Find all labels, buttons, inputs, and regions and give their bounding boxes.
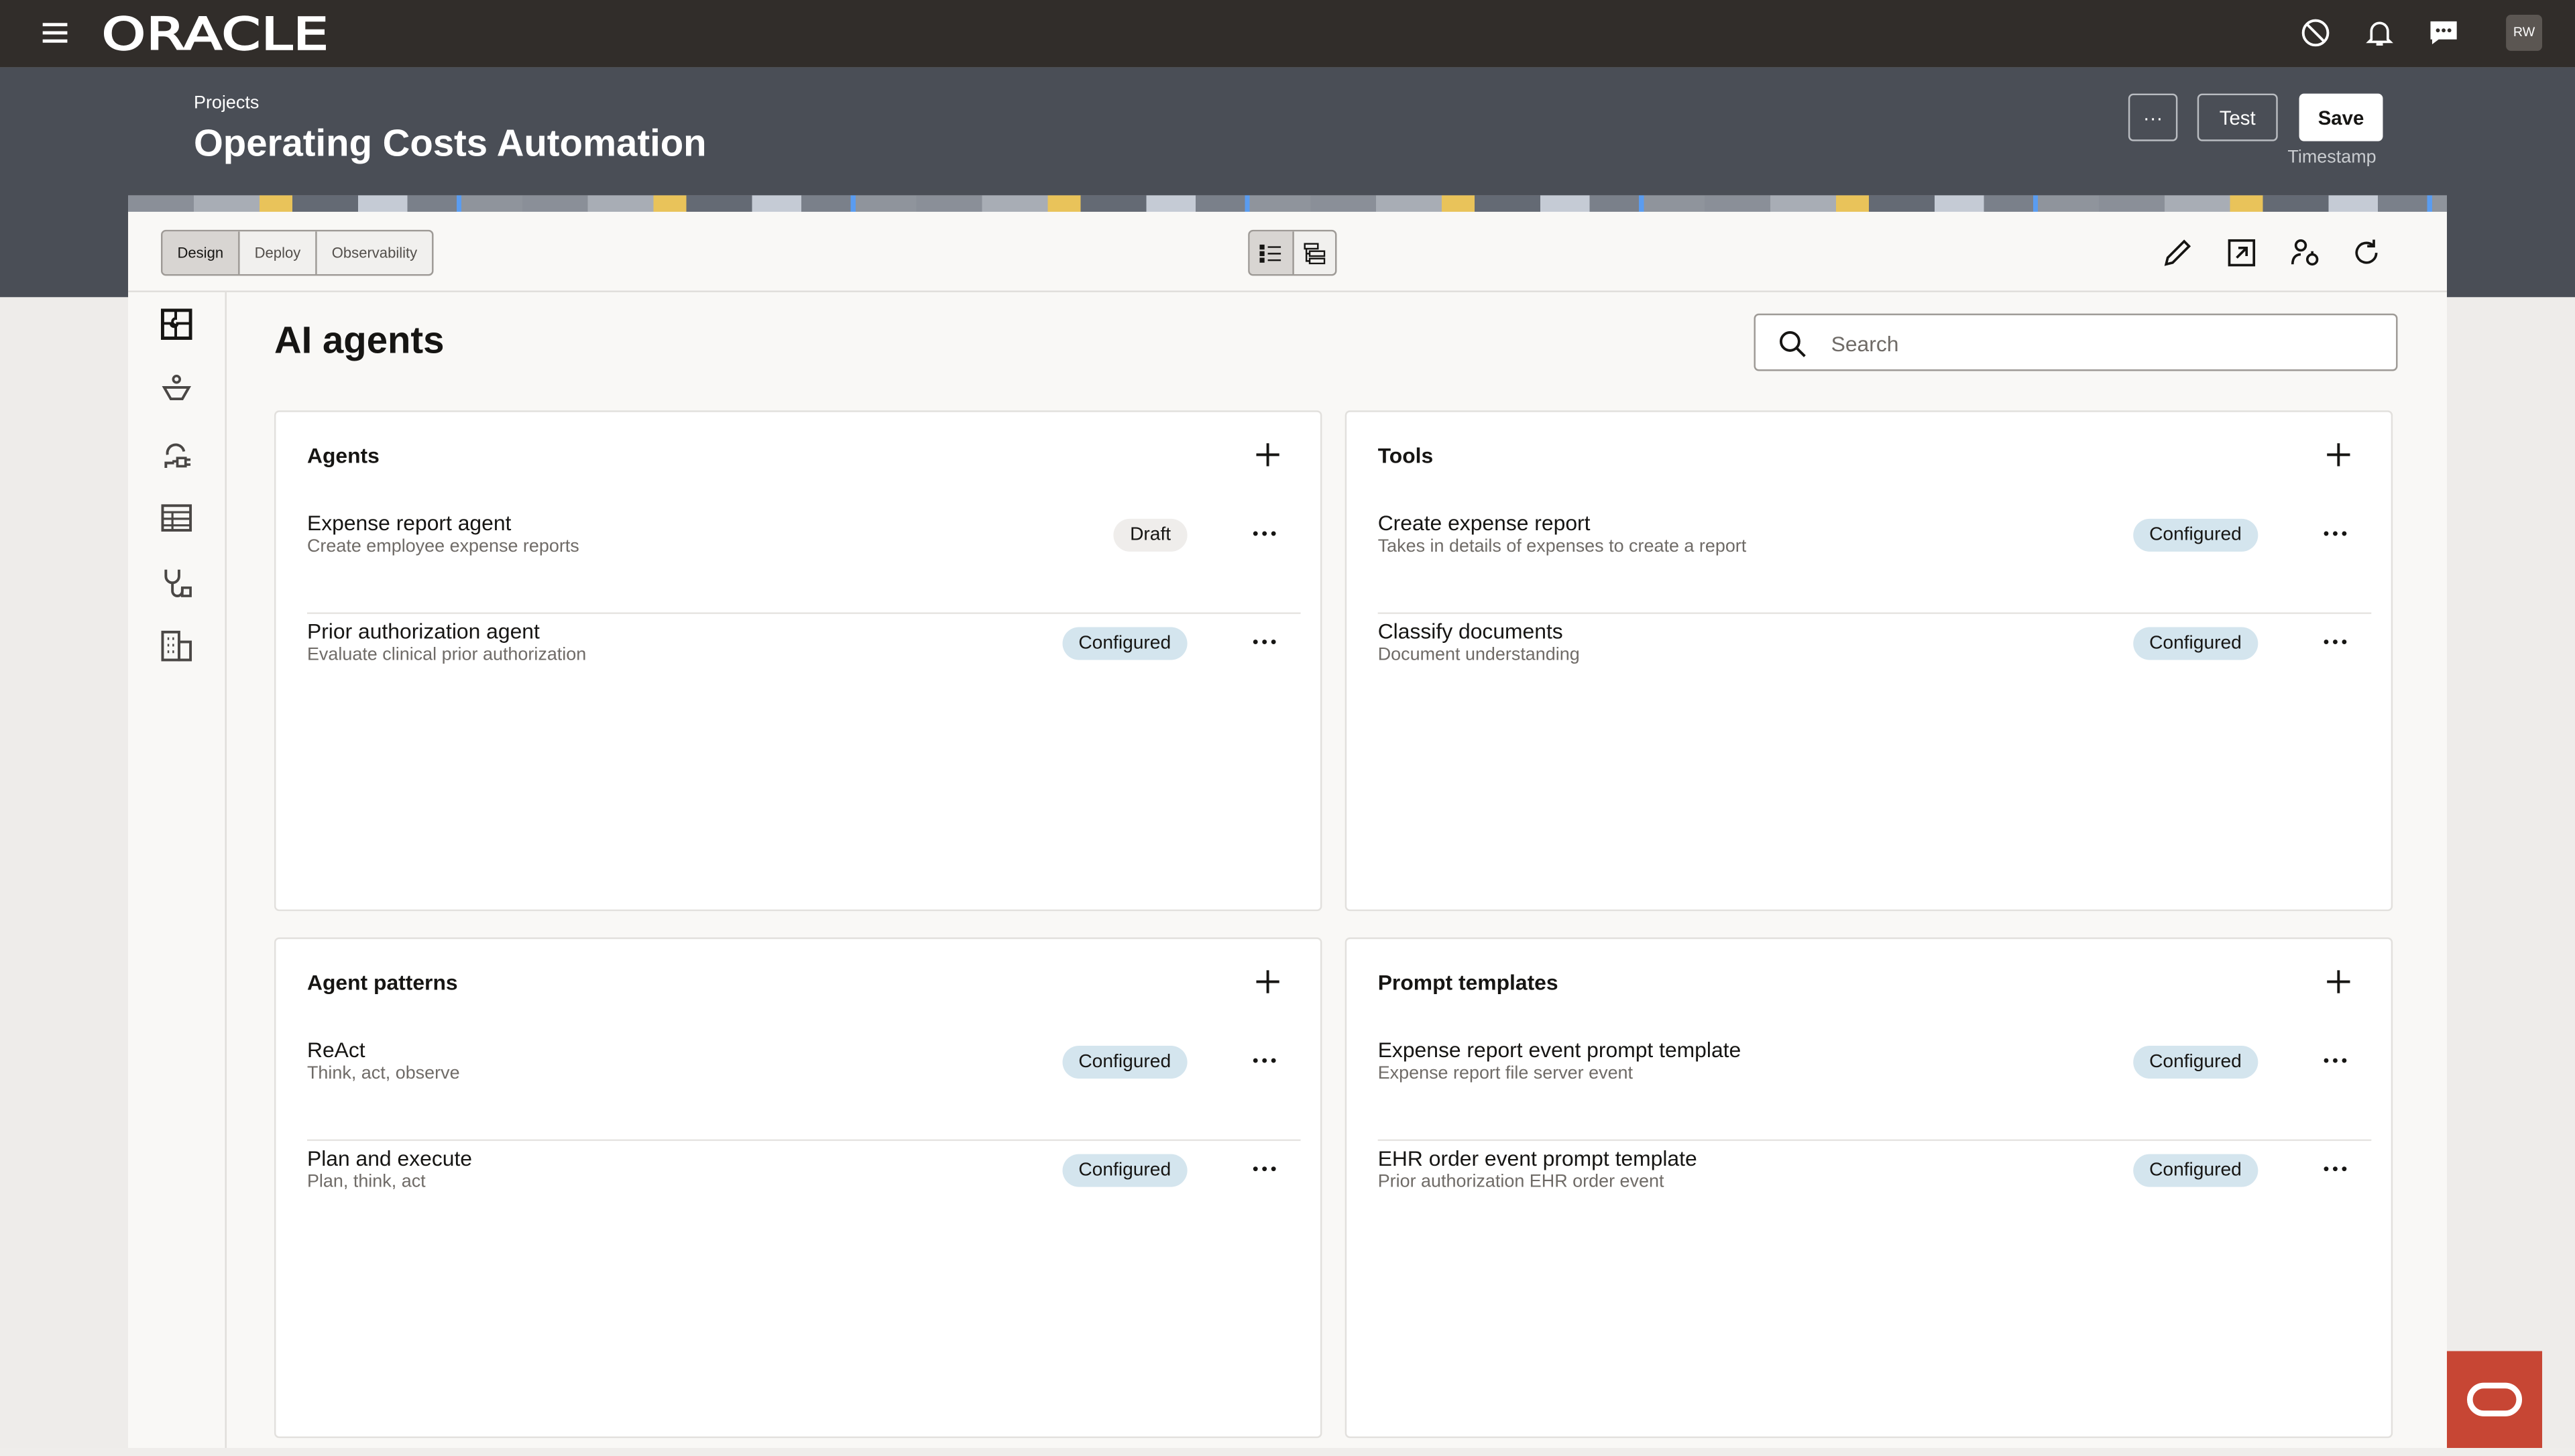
item-title[interactable]: EHR order event prompt template — [1377, 1146, 1697, 1171]
status-badge: Configured — [1062, 1046, 1188, 1079]
more-options-icon[interactable] — [2322, 629, 2348, 655]
item-title[interactable]: Prior authorization agent — [306, 619, 540, 644]
list-view-icon[interactable] — [1249, 231, 1294, 274]
list-item[interactable]: Create expense report Takes in details o… — [1377, 504, 2372, 614]
oracle-logo: ORACLE — [101, 9, 330, 61]
item-title[interactable]: Plan and execute — [306, 1146, 473, 1171]
add-icon[interactable] — [1255, 442, 1281, 468]
status-badge: Configured — [1062, 1154, 1188, 1187]
tab-deploy[interactable]: Deploy — [240, 231, 317, 274]
more-options-icon[interactable] — [1251, 1047, 1277, 1073]
chat-icon[interactable] — [2427, 16, 2460, 49]
status-badge: Draft — [1113, 518, 1188, 552]
list-item[interactable]: Prior authorization agent Evaluate clini… — [307, 612, 1301, 721]
list-item[interactable]: EHR order event prompt template Prior au… — [1378, 1140, 2372, 1248]
more-options-icon[interactable] — [2322, 1156, 2348, 1182]
item-subtitle: Think, act, observe — [306, 1063, 460, 1084]
item-subtitle: Expense report file server event — [1377, 1063, 1634, 1084]
more-options-icon[interactable] — [2322, 1047, 2348, 1073]
top-bar: ORACLE RW — [0, 0, 2575, 68]
oracle-assistant-button[interactable] — [2446, 1351, 2543, 1449]
timer-off-icon[interactable] — [2299, 16, 2332, 49]
left-rail — [128, 292, 227, 1449]
item-subtitle: Create employee expense reports — [306, 536, 579, 557]
menu-icon[interactable] — [42, 23, 68, 43]
item-title[interactable]: ReAct — [306, 1037, 365, 1063]
tab-design[interactable]: Design — [162, 231, 240, 274]
person-funnel-icon[interactable] — [161, 374, 192, 406]
list-item[interactable]: Expense report agent Create employee exp… — [306, 504, 1301, 614]
open-external-icon[interactable] — [2225, 237, 2258, 269]
status-badge: Configured — [2132, 518, 2258, 552]
search-field[interactable] — [1754, 313, 2398, 373]
agent-plug-icon[interactable] — [161, 438, 192, 470]
item-subtitle: Evaluate clinical prior authorization — [306, 645, 587, 665]
oracle-o-icon — [2466, 1382, 2523, 1416]
decorative-banner — [128, 195, 2447, 212]
add-icon[interactable] — [1255, 969, 1281, 995]
item-subtitle: Prior authorization EHR order event — [1377, 1172, 1664, 1192]
page-title: Operating Costs Automation — [193, 121, 707, 164]
agent-patterns-card: Agent patterns ReAct Think, act, observe… — [274, 937, 1322, 1439]
agents-card: Agents Expense report agent Create emplo… — [274, 410, 1322, 912]
list-item[interactable]: ReAct Think, act, observe Configured — [306, 1031, 1301, 1142]
test-button[interactable]: Test — [2197, 93, 2278, 141]
search-icon — [1779, 330, 1806, 357]
status-badge: Configured — [2132, 1046, 2258, 1079]
timestamp: Timestamp — [2287, 147, 2377, 168]
list-item[interactable]: Expense report event prompt template Exp… — [1377, 1031, 2372, 1142]
status-badge: Configured — [1062, 627, 1188, 660]
edit-icon[interactable] — [2161, 237, 2194, 269]
more-options-icon[interactable] — [2322, 520, 2348, 546]
puzzle-icon[interactable] — [161, 308, 192, 340]
list-item[interactable]: Plan and execute Plan, think, act Config… — [307, 1140, 1301, 1248]
user-settings-icon[interactable] — [2289, 237, 2322, 269]
card-title: Tools — [1377, 443, 1434, 468]
item-title[interactable]: Expense report event prompt template — [1377, 1037, 1741, 1063]
status-badge: Configured — [2132, 1154, 2258, 1187]
item-subtitle: Plan, think, act — [306, 1172, 426, 1192]
status-badge: Configured — [2132, 627, 2258, 660]
more-actions-button[interactable]: ··· — [2128, 93, 2178, 141]
building-icon[interactable] — [161, 630, 192, 662]
table-icon[interactable] — [161, 502, 192, 534]
breadcrumb[interactable]: Projects — [193, 93, 260, 113]
divider — [128, 290, 2447, 292]
more-options-icon[interactable] — [1251, 629, 1277, 655]
mode-tabs: Design Deploy Observability — [161, 229, 434, 276]
tree-view-icon[interactable] — [1294, 231, 1335, 274]
view-toggle — [1248, 229, 1337, 276]
tab-observability[interactable]: Observability — [331, 244, 418, 261]
more-options-icon[interactable] — [1251, 1156, 1277, 1182]
refresh-icon[interactable] — [2350, 237, 2383, 269]
item-title[interactable]: Expense report agent — [306, 510, 512, 536]
section-title: AI agents — [274, 318, 445, 361]
stethoscope-icon[interactable] — [161, 566, 192, 598]
item-subtitle: Document understanding — [1377, 645, 1580, 665]
add-icon[interactable] — [2326, 442, 2352, 468]
item-subtitle: Takes in details of expenses to create a… — [1377, 536, 1747, 557]
tools-card: Tools Create expense report Takes in det… — [1344, 410, 2393, 912]
add-icon[interactable] — [2326, 969, 2352, 995]
card-title: Prompt templates — [1377, 970, 1558, 995]
list-item[interactable]: Classify documents Document understandin… — [1378, 612, 2372, 721]
save-button[interactable]: Save — [2299, 93, 2383, 141]
card-title: Agent patterns — [306, 970, 458, 995]
item-title[interactable]: Create expense report — [1377, 510, 1591, 536]
main-panel: Design Deploy Observability AI agents Ag… — [128, 195, 2447, 1449]
item-title[interactable]: Classify documents — [1377, 619, 1563, 644]
avatar[interactable]: RW — [2506, 15, 2543, 51]
bell-icon[interactable] — [2363, 16, 2396, 49]
more-options-icon[interactable] — [1251, 520, 1277, 546]
prompt-templates-card: Prompt templates Expense report event pr… — [1344, 937, 2393, 1439]
search-input[interactable] — [1827, 315, 2377, 373]
card-title: Agents — [306, 443, 380, 468]
